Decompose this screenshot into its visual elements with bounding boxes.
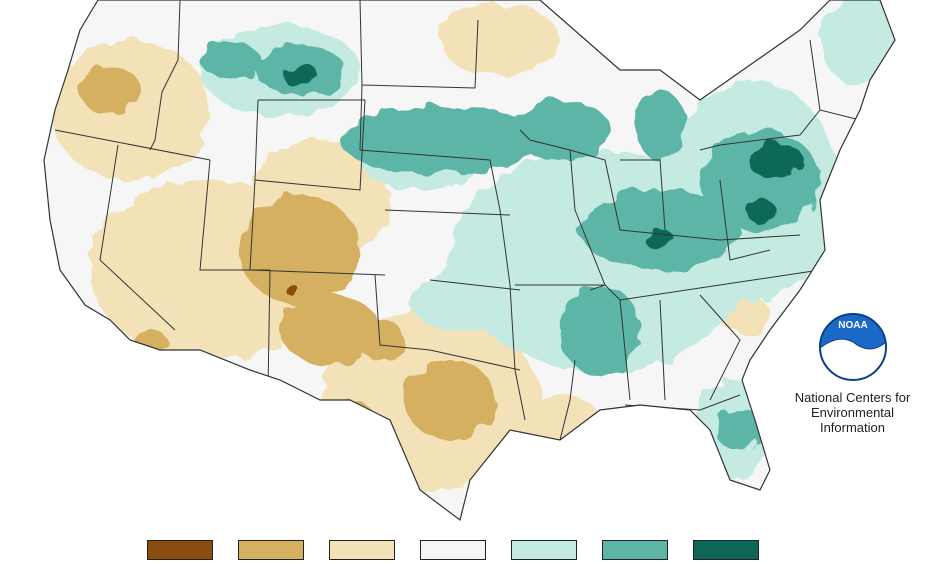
- much-wetter-area: [745, 198, 775, 222]
- legend-swatch: [147, 540, 213, 560]
- legend-swatch: [511, 540, 577, 560]
- ncei-caption: National Centers for Environmental Infor…: [780, 390, 925, 435]
- state-border-line: [809, 39, 861, 121]
- state-border-line: [99, 144, 176, 331]
- state-border-line: [509, 284, 526, 421]
- slightly-wetter-area: [820, 0, 895, 85]
- drier-area: [240, 195, 360, 305]
- precipitation-anomaly-layer: [50, 0, 895, 490]
- state-border-line: [659, 299, 666, 401]
- slightly-drier-area: [440, 5, 560, 75]
- state-border-line: [619, 229, 801, 241]
- noaa-badge-text: NOAA: [838, 320, 867, 331]
- drier-area: [325, 400, 375, 440]
- wetter-area: [560, 285, 640, 375]
- much-wetter-area: [747, 142, 803, 178]
- state-border-line: [267, 269, 271, 391]
- state-border-line: [429, 279, 521, 291]
- caption-line-1: National Centers for: [794, 390, 911, 405]
- wetter-area: [635, 90, 685, 160]
- legend-swatch: [602, 540, 668, 560]
- state-border-line: [359, 0, 479, 89]
- much-drier-area: [285, 285, 299, 295]
- state-border-line: [619, 269, 821, 301]
- legend-swatch: [693, 540, 759, 560]
- wetter-area: [200, 42, 260, 78]
- state-border-line: [359, 84, 491, 161]
- state-border-line: [699, 109, 821, 151]
- state-border-line: [199, 159, 270, 271]
- state-border-line: [519, 129, 576, 211]
- slightly-wetter-area: [410, 270, 510, 330]
- color-legend: [0, 540, 940, 564]
- caption-line-3: Information: [819, 420, 886, 435]
- slightly-drier-area: [50, 40, 210, 180]
- wetter-area: [715, 410, 765, 450]
- noaa-logo-icon: NOAA: [818, 313, 887, 381]
- state-border-line: [254, 99, 366, 191]
- state-border-line: [489, 159, 511, 286]
- state-border-line: [54, 129, 211, 161]
- state-border-line: [569, 149, 621, 231]
- state-border-line: [719, 179, 771, 261]
- legend-swatch: [329, 540, 395, 560]
- wetter-area: [340, 105, 540, 175]
- state-borders: [54, 0, 861, 441]
- state-border-line: [249, 179, 386, 276]
- wetter-area: [510, 100, 610, 160]
- state-border-line: [620, 159, 666, 231]
- drier-area: [405, 360, 495, 440]
- slightly-drier-area: [520, 395, 600, 445]
- much-wetter-area: [282, 63, 318, 87]
- state-border-line: [384, 209, 511, 216]
- ncei-logo-block: NOAA National Centers for Environmental …: [780, 312, 925, 435]
- state-border-line: [699, 294, 741, 401]
- state-border-line: [559, 359, 576, 441]
- caption-line-2: Environmental: [810, 405, 895, 420]
- drier-area: [80, 65, 140, 115]
- legend-swatch: [420, 540, 486, 560]
- drier-area: [135, 328, 165, 352]
- precipitation-map: [43, 0, 896, 521]
- drier-area: [280, 295, 380, 365]
- state-border-line: [149, 0, 181, 151]
- state-border-line: [374, 274, 521, 371]
- legend-swatch: [238, 540, 304, 560]
